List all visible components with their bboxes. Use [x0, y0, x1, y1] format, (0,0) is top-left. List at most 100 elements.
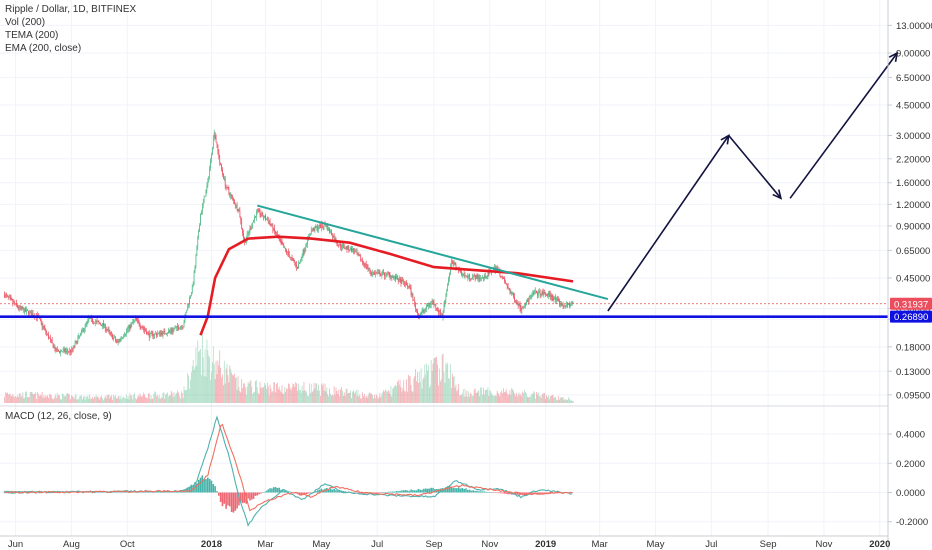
volume-bar — [298, 383, 299, 403]
candle-body — [436, 308, 438, 310]
macd-hist-bar — [144, 491, 147, 493]
indicator-tema[interactable]: TEMA (200) — [5, 30, 59, 41]
candle-body — [391, 275, 393, 278]
macd-hist-bar — [450, 487, 453, 493]
volume-bar — [572, 400, 574, 403]
volume-bar — [393, 387, 395, 403]
macd-hist-bar — [186, 488, 189, 493]
candle-body — [125, 333, 126, 336]
candle-body — [120, 338, 122, 340]
candle-body — [554, 297, 556, 299]
candle-body — [196, 247, 198, 257]
volume-bar — [368, 393, 370, 403]
candle-body — [209, 167, 210, 178]
volume-bar — [290, 390, 292, 403]
symbol-title[interactable]: Ripple / Dollar, 1D, BITFINEX — [5, 4, 137, 15]
candle-body — [44, 327, 46, 330]
candle-body — [352, 248, 353, 252]
indicator-ema[interactable]: EMA (200, close) — [5, 43, 82, 54]
macd-hist-bar — [472, 490, 475, 493]
candle-body — [437, 309, 438, 311]
volume-bar — [60, 399, 62, 403]
time-axis[interactable]: Jun Aug Oct 2018 Mar May Jul Sep Nov 2019 Mar May Ju… — [8, 539, 890, 550]
volume-bar — [281, 385, 283, 403]
candle-body — [253, 220, 254, 223]
candle-body — [379, 272, 381, 276]
macd-hist-bar — [216, 491, 218, 493]
candle-body — [151, 332, 153, 334]
candle-body — [334, 238, 336, 240]
volume-bar — [400, 386, 402, 403]
candle-body — [287, 251, 288, 253]
candle-body — [73, 346, 75, 347]
candle-body — [447, 284, 449, 290]
candle-body — [515, 300, 516, 302]
candle-body — [212, 137, 214, 148]
volume-bar — [115, 398, 117, 403]
candle-body — [43, 326, 45, 328]
candle-body — [179, 328, 180, 330]
candle-body — [319, 224, 320, 228]
macd-hist-bar — [117, 491, 119, 493]
candle-body — [269, 221, 271, 224]
macd-hist-bar — [55, 491, 57, 493]
volume-bar — [227, 375, 229, 403]
volume-bar — [444, 383, 446, 403]
macd-title[interactable]: MACD (12, 26, close, 9) — [5, 411, 112, 422]
volume-bar — [49, 393, 50, 403]
candle-body — [514, 296, 515, 301]
volume-bar — [169, 395, 171, 403]
candle-body — [438, 310, 439, 313]
volume-bar — [454, 387, 456, 403]
candle-body — [409, 286, 411, 289]
macd-hist-bar — [397, 491, 400, 493]
volume-bar — [524, 389, 525, 403]
volume-bar — [440, 379, 442, 403]
volume-bar — [532, 394, 534, 403]
volume-bar — [531, 393, 533, 403]
macd-axis[interactable]: 0.4000 0.2000 0.0000 -0.2000 — [888, 430, 928, 529]
volume-bar — [242, 388, 244, 403]
volume-bar — [92, 398, 94, 403]
candle-body — [297, 267, 298, 269]
volume-bar — [363, 396, 364, 403]
time-tick-label: Sep — [760, 539, 777, 550]
projection-arrow-line — [728, 134, 782, 199]
volume-bar — [89, 394, 91, 403]
candle-body — [359, 255, 361, 257]
candle-body — [110, 332, 112, 334]
volume-bar — [530, 395, 532, 403]
candle-body — [150, 332, 152, 334]
volume-bar — [490, 391, 492, 403]
volume-bar — [459, 395, 460, 403]
candle-body — [89, 318, 91, 319]
volume-bar — [503, 388, 504, 403]
volume-bar — [135, 398, 136, 403]
candle-body — [60, 350, 61, 353]
macd-hist-bar — [423, 488, 425, 493]
macd-hist-bar — [474, 490, 476, 493]
candle-body — [278, 237, 280, 239]
volume-bar — [396, 381, 398, 403]
price-tick-label: 1.60000 — [896, 178, 930, 189]
volume-bar — [320, 396, 321, 403]
volume-bar — [553, 398, 555, 403]
candle-body — [202, 201, 204, 206]
volume-bar — [170, 390, 172, 403]
volume-bar — [310, 383, 312, 403]
volume-bar — [143, 392, 145, 403]
volume-bar — [309, 393, 311, 403]
indicator-volume[interactable]: Vol (200) — [5, 17, 46, 28]
volume-bar — [43, 395, 45, 403]
volume-bar — [501, 390, 503, 403]
volume-bar — [495, 396, 497, 403]
candle-body — [327, 226, 329, 231]
candle-body — [234, 200, 235, 204]
macd-legend[interactable]: MACD (12, 26, close, 9) — [5, 410, 112, 423]
volume-bar — [136, 399, 137, 403]
candle-body — [564, 306, 566, 308]
volume-bar — [217, 360, 219, 403]
candle-body — [178, 327, 179, 330]
candle-body — [543, 292, 545, 296]
